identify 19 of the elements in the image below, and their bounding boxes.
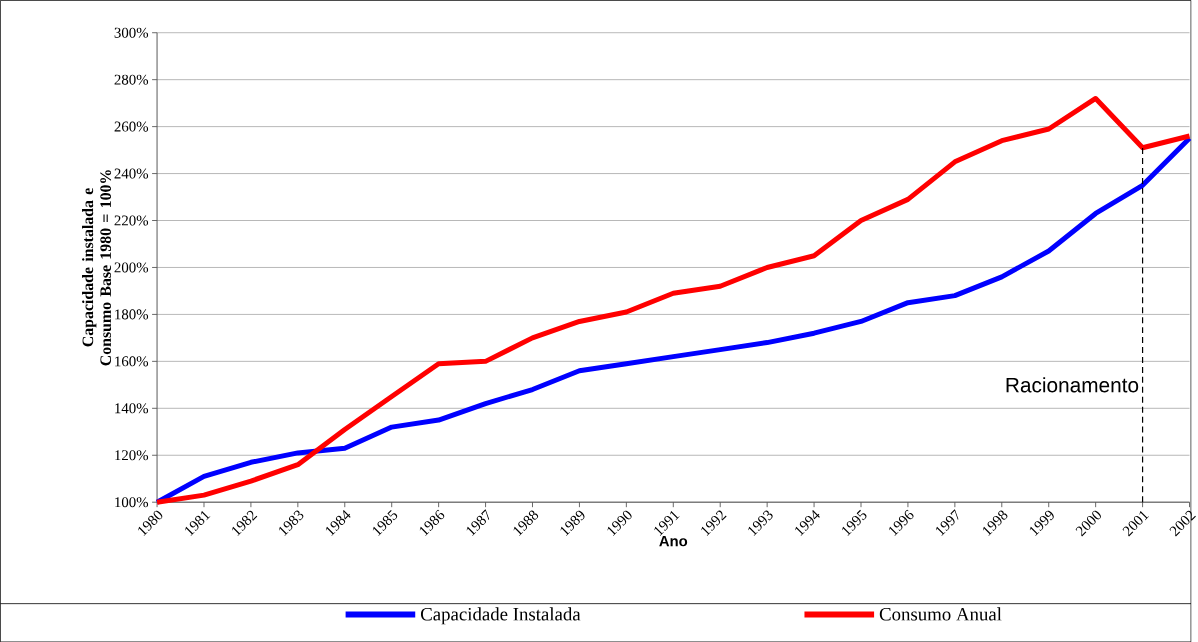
y-tick-label: 200%: [114, 262, 149, 273]
y-tick-label: 240%: [114, 168, 149, 179]
y-tick-label: 260%: [114, 121, 149, 132]
y-tick-label: 100%: [115, 496, 149, 508]
y-tick-label: 180%: [115, 309, 149, 320]
y-tick-label: 220%: [114, 215, 149, 226]
y-tick-label: 160%: [115, 356, 149, 367]
ref-line-label: Racionamento: [1006, 377, 1139, 393]
x-tick-label: 1981: [185, 510, 211, 536]
x-tick-label: 2001: [1122, 510, 1149, 537]
legend-label: Consumo Anual: [879, 607, 1002, 621]
y-axis-title: Capacidade instalada e Consumo Base 1980 = 100%: [82, 170, 112, 366]
y-tick-label: 300%: [114, 27, 149, 38]
y-tick-label: 140%: [115, 403, 149, 414]
y-tick-label: 120%: [115, 450, 149, 461]
y-tick-label: 280%: [114, 74, 149, 85]
x-tick-label: 1991: [654, 510, 680, 536]
legend-label: Capacidade Instalada: [420, 607, 581, 625]
x-axis-title: Ano: [659, 535, 688, 547]
